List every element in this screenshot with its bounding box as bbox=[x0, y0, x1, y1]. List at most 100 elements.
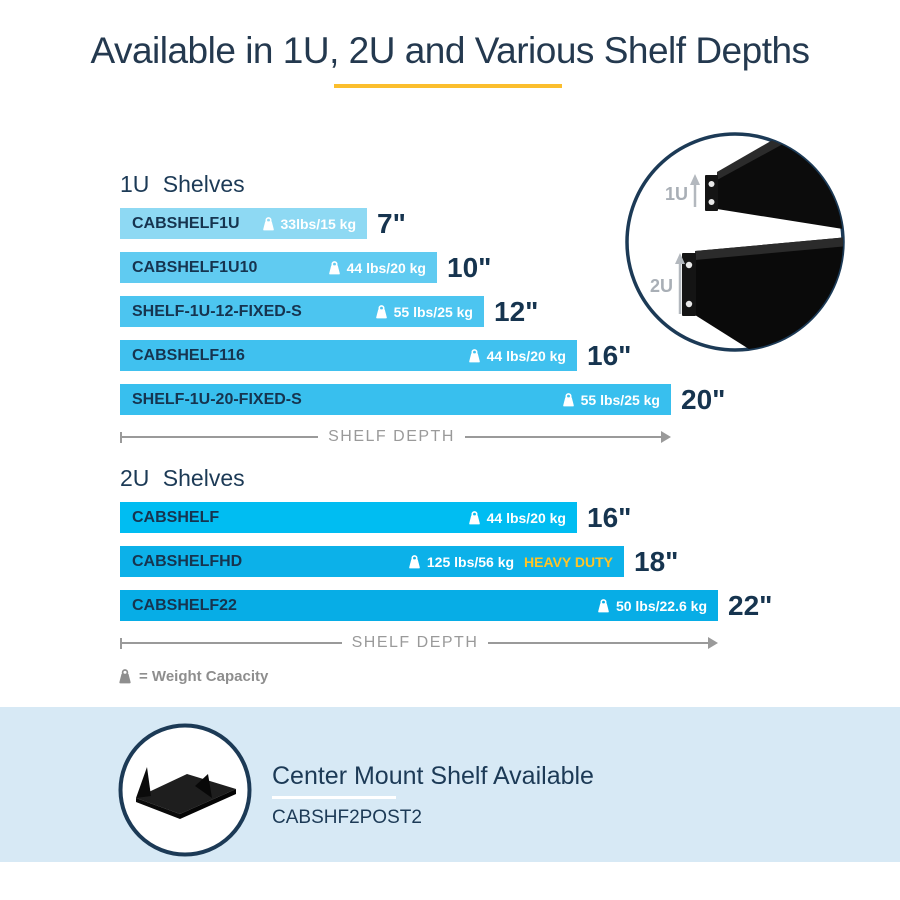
shelf-bar-row: SHELF-1U-12-FIXED-S 55 lbs/25 kg 12" bbox=[120, 296, 725, 327]
shelf-plate-edge bbox=[136, 798, 180, 819]
shelf-bar-row: CABSHELFHD 125 lbs/56 kg HEAVY DUTY 18" bbox=[120, 546, 772, 577]
shelf-depth-value: 18" bbox=[634, 546, 679, 577]
footer-underline bbox=[272, 796, 396, 799]
axis-line bbox=[122, 436, 319, 438]
weight-capacity-text: 33lbs/15 kg bbox=[280, 215, 357, 232]
mounting-hole bbox=[685, 261, 693, 269]
shelf-depth-axis: SHELF DEPTH bbox=[120, 428, 671, 445]
weight-icon bbox=[468, 348, 480, 362]
axis-tick bbox=[120, 637, 122, 649]
weight-capacity: 55 lbs/25 kg bbox=[561, 392, 660, 408]
weight-capacity-text: 44 lbs/20 kg bbox=[486, 347, 566, 364]
shelf-bar-row: CABSHELF1U10 44 lbs/20 kg 10" bbox=[120, 252, 725, 283]
shelf-depth-value: 16" bbox=[587, 502, 632, 533]
chart-title: 2U Shelves bbox=[120, 465, 245, 491]
label-2u: 2U bbox=[650, 276, 673, 296]
arrow-up-icon bbox=[675, 253, 685, 264]
chart-title: 1U Shelves bbox=[120, 171, 245, 197]
axis-arrowhead-icon bbox=[708, 637, 718, 649]
model-label: CABSHELF bbox=[132, 508, 220, 526]
model-label: CABSHELF1U10 bbox=[132, 258, 258, 276]
shelf-2u-bracket bbox=[682, 253, 696, 316]
shelf-1u-image bbox=[717, 134, 843, 230]
shelf-depth-value: 22" bbox=[728, 590, 773, 621]
axis-line bbox=[122, 642, 342, 644]
shelf-bar-row: SHELF-1U-20-FIXED-S 55 lbs/25 kg 20" bbox=[120, 384, 725, 415]
shelf-bar-cabshelf1u: CABSHELF1U 33lbs/15 kg bbox=[120, 208, 367, 239]
weight-icon bbox=[468, 510, 480, 524]
chart-1u-shelves: 1U Shelves CABSHELF1U 33lbs/15 kg 7" CABSHE… bbox=[120, 171, 725, 445]
center-mount-shelf-illustration bbox=[118, 723, 252, 857]
model-label: CABSHELF1U bbox=[132, 214, 240, 232]
footer-heading: Center Mount Shelf Available bbox=[272, 762, 594, 790]
shelf-bar-cabshelf116: CABSHELF116 44 lbs/20 kg bbox=[120, 340, 577, 371]
shelf-plate bbox=[136, 774, 236, 814]
model-label: CABSHELF116 bbox=[132, 346, 245, 364]
weight-capacity-text: 44 lbs/20 kg bbox=[346, 259, 426, 276]
weight-capacity-text: 55 lbs/25 kg bbox=[580, 391, 660, 408]
shelf-1u-bracket bbox=[705, 175, 718, 211]
shelf-2u-highlight bbox=[695, 237, 843, 260]
weight-capacity-text: 50 lbs/22.6 kg bbox=[615, 597, 707, 614]
model-label: SHELF-1U-20-FIXED-S bbox=[132, 390, 302, 408]
axis-label: SHELF DEPTH bbox=[328, 428, 455, 445]
weight-icon bbox=[262, 216, 274, 230]
bar-rows: CABSHELF 44 lbs/20 kg 16" CABSHELFHD 125 lbs… bbox=[120, 502, 772, 621]
shelf-bar-row: CABSHELF116 44 lbs/20 kg 16" bbox=[120, 340, 725, 371]
shelf-depth-value: 10" bbox=[447, 252, 492, 283]
shelf-bar-shelf-1u-12-fixed-s: SHELF-1U-12-FIXED-S 55 lbs/25 kg bbox=[120, 296, 484, 327]
footer-model-number: CABSHF2POST2 bbox=[272, 807, 422, 828]
bar-rows: CABSHELF1U 33lbs/15 kg 7" CABSHELF1U10 44 lb… bbox=[120, 208, 725, 415]
arrow-up-icon bbox=[690, 174, 700, 185]
weight-capacity: 33lbs/15 kg bbox=[261, 215, 357, 232]
weight-icon bbox=[375, 304, 387, 318]
title-underline bbox=[334, 84, 562, 88]
axis-line bbox=[488, 642, 708, 644]
shelf-plate-edge bbox=[180, 789, 236, 819]
shelf-depth-value: 16" bbox=[587, 340, 632, 371]
page-title: Available in 1U, 2U and Various Shelf De… bbox=[90, 30, 810, 71]
axis-tick bbox=[120, 431, 122, 443]
mounting-hole bbox=[708, 199, 715, 205]
weight-capacity: 44 lbs/20 kg bbox=[467, 348, 566, 364]
legend-label: = Weight Capacity bbox=[139, 668, 269, 685]
weight-capacity-legend: = Weight Capacity bbox=[117, 668, 268, 685]
mounting-hole bbox=[685, 300, 693, 308]
weight-capacity-text: 44 lbs/20 kg bbox=[486, 509, 566, 526]
axis-arrowhead-icon bbox=[661, 431, 671, 443]
shelf-bar-row: CABSHELF 44 lbs/20 kg 16" bbox=[120, 502, 772, 533]
heavy-duty-badge: HEAVY DUTY bbox=[524, 553, 613, 570]
weight-capacity: 125 lbs/56 kg HEAVY DUTY bbox=[407, 554, 613, 570]
weight-capacity: 55 lbs/25 kg bbox=[374, 304, 473, 320]
shelf-bar-cabshelf22: CABSHELF22 50 lbs/22.6 kg bbox=[120, 590, 718, 621]
shelf-depth-value: 20" bbox=[681, 384, 726, 415]
model-label: SHELF-1U-12-FIXED-S bbox=[132, 302, 302, 320]
shelf-bar-row: CABSHELF1U 33lbs/15 kg 7" bbox=[120, 208, 725, 239]
shelf-bar-shelf-1u-20-fixed-s: SHELF-1U-20-FIXED-S 55 lbs/25 kg bbox=[120, 384, 671, 415]
weight-icon bbox=[328, 260, 340, 274]
center-mount-fin bbox=[136, 767, 151, 798]
weight-icon bbox=[409, 554, 420, 568]
shelf-depth-axis: SHELF DEPTH bbox=[120, 634, 718, 651]
weight-capacity: 44 lbs/20 kg bbox=[467, 510, 566, 526]
label-1u: 1U bbox=[665, 184, 688, 204]
shelf-profile-illustration: 1U 2U bbox=[625, 132, 845, 352]
weight-capacity-text: 125 lbs/56 kg bbox=[426, 553, 515, 570]
shelf-bar-row: CABSHELF22 50 lbs/22.6 kg 22" bbox=[120, 590, 772, 621]
weight-icon bbox=[119, 669, 131, 684]
weight-icon bbox=[598, 598, 609, 612]
weight-capacity: 44 lbs/20 kg bbox=[327, 260, 426, 276]
shelf-depth-value: 12" bbox=[494, 296, 539, 327]
shelf-bar-cabshelf1u10: CABSHELF1U10 44 lbs/20 kg bbox=[120, 252, 437, 283]
weight-capacity-text: 55 lbs/25 kg bbox=[393, 303, 473, 320]
mounting-hole bbox=[708, 181, 715, 187]
axis-label: SHELF DEPTH bbox=[351, 634, 479, 651]
model-label: CABSHELFHD bbox=[132, 552, 243, 570]
axis-line bbox=[464, 436, 661, 438]
model-label: CABSHELF22 bbox=[132, 596, 237, 614]
weight-icon bbox=[562, 392, 574, 406]
center-mount-fin bbox=[195, 774, 212, 798]
shelf-bar-cabshelfhd: CABSHELFHD 125 lbs/56 kg HEAVY DUTY bbox=[120, 546, 624, 577]
chart-2u-shelves: 2U Shelves CABSHELF 44 lbs/20 kg 16" CABSHE… bbox=[120, 465, 772, 651]
